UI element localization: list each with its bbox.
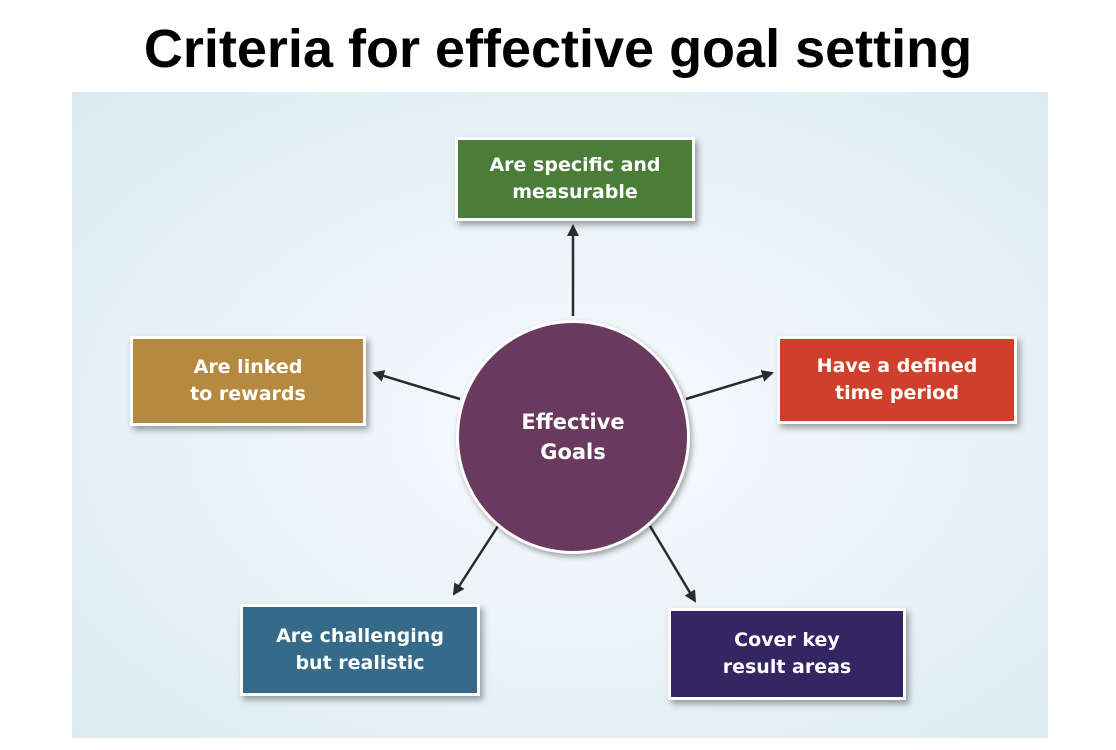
criterion-key-result-areas: Cover key result areas: [668, 608, 906, 700]
hub-label-line2: Goals: [540, 440, 606, 464]
criterion-specific-measurable: Are specific and measurable: [455, 137, 695, 221]
criterion-text-line1: Are challenging: [276, 625, 444, 647]
criterion-text-line2: to rewards: [190, 383, 306, 405]
criterion-text-line1: Cover key: [734, 629, 840, 651]
criterion-text-line1: Have a defined: [816, 355, 978, 377]
page-title: Criteria for effective goal setting: [143, 19, 973, 79]
criterion-defined-time-period: Have a defined time period: [777, 336, 1017, 424]
criterion-text-line2: time period: [835, 382, 959, 404]
criterion-challenging-realistic: Are challenging but realistic: [240, 604, 480, 696]
arrow-to-left: [372, 370, 461, 401]
arrow-to-bottom-left: [452, 525, 500, 596]
criterion-text-line2: measurable: [512, 181, 638, 203]
criterion-linked-to-rewards: Are linked to rewards: [130, 336, 366, 426]
arrow-to-bottom-right: [648, 525, 697, 603]
hub-label-line1: Effective: [521, 410, 625, 434]
goal-diagram: Are specific and measurable Are linked t…: [72, 92, 1048, 738]
criterion-text-line1: Are specific and: [489, 154, 661, 176]
criterion-text-line2: but realistic: [295, 652, 425, 674]
hub-effective-goals: Effective Goals: [456, 320, 690, 554]
criterion-text-line1: Are linked: [193, 356, 303, 378]
criterion-text-line2: result areas: [722, 656, 852, 678]
connector-arrows: [372, 224, 774, 603]
arrow-to-right: [685, 370, 774, 401]
